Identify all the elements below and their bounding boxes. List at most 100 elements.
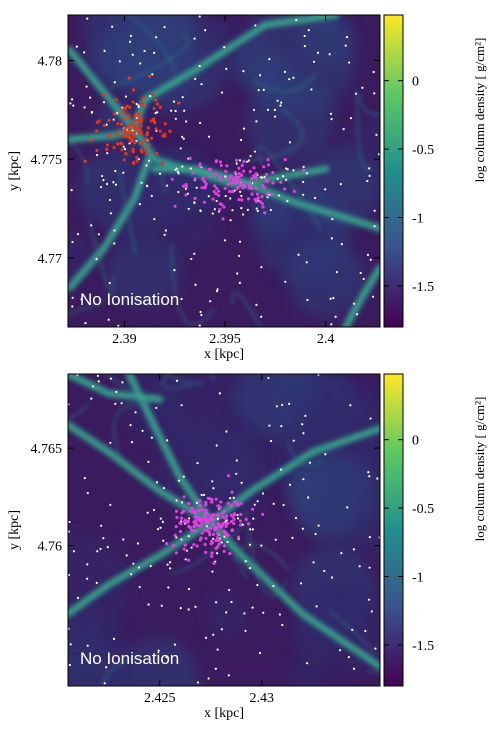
- cluster-white-star: [122, 171, 125, 174]
- cluster-star: [184, 183, 188, 187]
- cluster-white-star: [146, 511, 149, 514]
- gas-wisp: [68, 402, 91, 420]
- cluster-white-star: [85, 85, 88, 88]
- field-star: [225, 67, 228, 71]
- field-star: [335, 270, 339, 274]
- cluster-white-star: [181, 135, 184, 139]
- field-star: [238, 240, 242, 243]
- field-star: [99, 185, 103, 189]
- cluster-white-star: [226, 540, 229, 544]
- y-tick-label: 4.78: [38, 54, 63, 69]
- field-star: [370, 610, 373, 613]
- field-star: [137, 566, 141, 569]
- field-star: [181, 96, 184, 99]
- cluster-star: [148, 74, 152, 78]
- cluster-star: [95, 148, 99, 153]
- y-tick-label: 4.76: [38, 540, 63, 555]
- cluster-star: [211, 518, 216, 522]
- cluster-star: [229, 520, 234, 524]
- cluster-star: [247, 186, 251, 190]
- cluster-star: [113, 112, 117, 116]
- field-star: [255, 303, 258, 306]
- cluster-star: [229, 504, 233, 508]
- cluster-star: [127, 131, 131, 135]
- cluster-star: [149, 119, 153, 123]
- x-tick-label: 2.43: [249, 691, 274, 706]
- diffuse-gas-blob: [286, 237, 367, 318]
- field-star: [275, 405, 278, 408]
- field-star: [364, 629, 367, 633]
- cluster-star: [244, 517, 248, 521]
- gas-wisp: [357, 93, 380, 117]
- cluster-white-star: [161, 520, 165, 523]
- cluster-star: [198, 518, 203, 523]
- cluster-star: [168, 129, 172, 133]
- cluster-star: [107, 133, 111, 138]
- cluster-star: [116, 130, 121, 134]
- cluster-white-star: [189, 167, 192, 170]
- cluster-star: [102, 123, 107, 128]
- cluster-white-star: [113, 242, 116, 245]
- cluster-star: [198, 164, 202, 168]
- field-star: [106, 545, 109, 549]
- cluster-star: [220, 511, 225, 515]
- cluster-star: [133, 140, 137, 145]
- field-star: [324, 453, 327, 456]
- cluster-star: [158, 129, 162, 133]
- cluster-star: [209, 500, 214, 504]
- cluster-star: [235, 180, 239, 184]
- cluster-star: [190, 506, 194, 510]
- field-star: [308, 461, 312, 464]
- field-star: [272, 502, 275, 505]
- colorbar-label: log column density [ g/cm²]: [472, 38, 487, 183]
- cluster-white-star: [229, 197, 232, 200]
- cluster-star: [181, 184, 186, 188]
- cluster-star: [198, 538, 202, 542]
- field-star: [368, 598, 371, 601]
- cluster-white-star: [224, 175, 227, 178]
- cluster-white-star: [175, 536, 178, 539]
- cluster-star: [171, 544, 176, 548]
- cluster-star: [136, 118, 140, 122]
- field-star: [154, 111, 157, 115]
- field-star: [366, 179, 369, 183]
- cluster-star: [174, 509, 179, 513]
- cluster-white-star: [199, 209, 202, 212]
- filament-core: [68, 128, 136, 141]
- cluster-star: [204, 536, 208, 541]
- field-star: [344, 44, 347, 47]
- cluster-star: [204, 518, 208, 522]
- field-star: [109, 377, 112, 380]
- cluster-star: [217, 504, 221, 508]
- cluster-white-star: [89, 96, 92, 99]
- field-star: [71, 305, 74, 308]
- field-star: [255, 207, 258, 210]
- field-star: [211, 570, 214, 573]
- cluster-star: [155, 151, 159, 156]
- cluster-white-star: [198, 121, 202, 125]
- cluster-white-star: [246, 160, 249, 163]
- field-star: [211, 480, 214, 483]
- field-star: [130, 441, 134, 444]
- x-axis-label: x [kpc]: [204, 347, 244, 362]
- field-star: [121, 381, 124, 384]
- field-star: [105, 666, 108, 669]
- field-star: [150, 194, 153, 197]
- cluster-star: [239, 173, 243, 178]
- field-star: [198, 64, 201, 68]
- cluster-star: [256, 196, 260, 200]
- diffuse-gas-blob: [188, 429, 257, 498]
- colorbar-tick-label: 0: [412, 434, 419, 449]
- field-star: [338, 649, 342, 652]
- gas-wisp: [328, 610, 378, 656]
- cluster-star: [228, 189, 232, 194]
- field-star: [292, 76, 295, 79]
- colorbar-tick-label: 0: [412, 75, 419, 90]
- cluster-star: [119, 141, 123, 145]
- field-star: [260, 266, 263, 269]
- filament-core: [68, 423, 213, 524]
- cluster-star: [271, 181, 275, 185]
- field-star: [117, 324, 120, 327]
- field-star: [332, 296, 335, 300]
- field-star: [291, 536, 294, 539]
